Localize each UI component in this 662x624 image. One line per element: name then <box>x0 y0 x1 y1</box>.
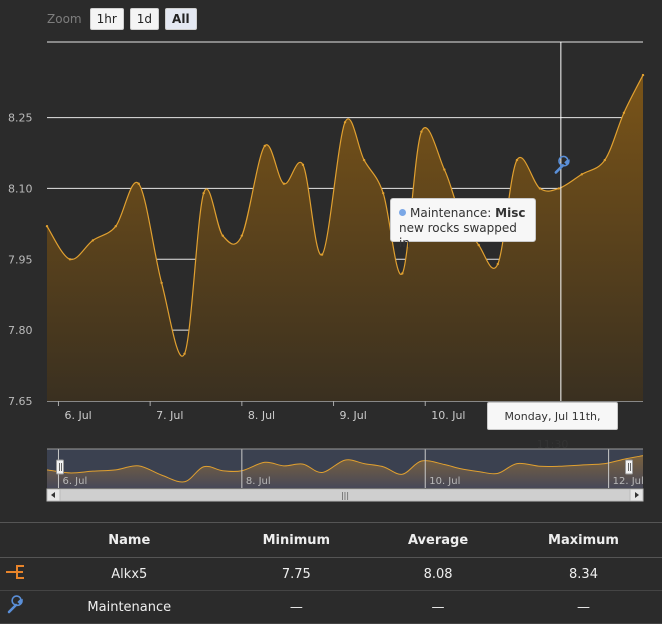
data-point <box>538 187 542 190</box>
data-point <box>183 352 186 355</box>
data-point <box>68 258 72 261</box>
col-name: Name <box>37 522 222 558</box>
zoom-all-button[interactable]: All <box>165 8 197 30</box>
data-point <box>282 182 286 185</box>
data-point <box>641 73 645 77</box>
data-point <box>622 111 626 115</box>
zoom-1hr-button[interactable]: 1hr <box>89 8 124 30</box>
tooltip-series: Maintenance <box>410 206 488 220</box>
data-point <box>496 262 500 266</box>
data-point <box>382 191 385 195</box>
data-point <box>515 158 519 162</box>
data-point <box>320 253 324 256</box>
navigator-tick-label: 6. Jul <box>62 476 87 487</box>
wrench-icon <box>7 595 23 614</box>
x-tick-label: 10. Jul <box>431 409 465 422</box>
data-point <box>91 239 95 242</box>
y-tick-label: 8.25 <box>8 112 33 125</box>
col-max: Maximum <box>505 522 662 558</box>
x-tick-label: 6. Jul <box>64 409 91 422</box>
zoom-label: Zoom <box>47 12 82 26</box>
data-point <box>202 191 205 195</box>
y-tick-label: 7.65 <box>8 395 33 408</box>
x-tick-label: 8. Jul <box>248 409 275 422</box>
data-point <box>557 187 561 190</box>
table-row: Alkx5 7.75 8.08 8.34 <box>0 557 662 591</box>
row-max: — <box>505 590 662 624</box>
series-area-fill <box>47 75 643 401</box>
data-point <box>221 234 224 237</box>
series-marker-icon <box>6 565 24 579</box>
data-point <box>401 272 404 275</box>
row-name: Alkx5 <box>37 557 222 591</box>
data-point <box>263 144 266 148</box>
stats-header-row: Name Minimum Average Maximum <box>0 522 662 558</box>
row-name: Maintenance <box>37 590 222 624</box>
data-point <box>343 121 347 124</box>
tooltip-text: new rocks swapped in <box>399 221 517 250</box>
zoom-controls: Zoom 1hr 1d All <box>47 8 197 30</box>
zoom-1d-button[interactable]: 1d <box>129 8 160 30</box>
navigator-area <box>47 455 643 488</box>
data-point <box>160 281 163 285</box>
y-tick-label: 7.95 <box>8 253 33 266</box>
data-point <box>45 225 49 228</box>
row-min: 7.75 <box>221 557 372 591</box>
flag-wrench-icon <box>554 155 570 174</box>
stats-table: Name Minimum Average Maximum Alkx5 7.75 … <box>0 522 662 624</box>
tooltip-dot <box>399 209 406 216</box>
y-tick-label: 7.80 <box>8 324 33 337</box>
data-point <box>580 173 584 176</box>
row-max: 8.34 <box>505 557 662 591</box>
tooltip-title: Misc <box>495 206 526 220</box>
data-point <box>114 225 117 228</box>
data-point <box>603 158 606 162</box>
data-point <box>362 158 366 162</box>
navigator-tick-label: 8. Jul <box>246 476 271 487</box>
stock-chart[interactable]: 7.65 7.80 7.95 8.10 8.25 6. Jul 7. Jul 8. Jul 9.… <box>0 0 662 510</box>
row-min: — <box>221 590 372 624</box>
x-tick-label: 9. Jul <box>340 409 367 422</box>
data-point <box>240 234 244 237</box>
arrow-left-icon <box>51 492 55 498</box>
row-avg: 8.08 <box>371 557 505 591</box>
y-tick-label: 8.10 <box>8 182 33 195</box>
navigator-tick-label: 10. Jul <box>429 476 460 487</box>
flag-tooltip: Maintenance: Misc new rocks swapped in <box>390 198 536 250</box>
navigator-line <box>46 455 644 483</box>
data-point <box>137 182 140 185</box>
scrollbar-grip: ||| <box>341 491 349 500</box>
col-min: Minimum <box>221 522 372 558</box>
data-point <box>420 130 423 133</box>
data-point <box>477 243 480 247</box>
data-point <box>301 163 305 167</box>
arrow-right-icon <box>635 492 639 498</box>
crosshair-label: Monday, Jul 11th, 11:30 <box>487 402 618 451</box>
navigator-tick-label: 12. Jul <box>613 476 644 487</box>
x-tick-label: 7. Jul <box>156 409 183 422</box>
col-avg: Average <box>371 522 505 558</box>
data-point <box>443 168 446 171</box>
table-row: Maintenance — — — <box>0 590 662 624</box>
row-avg: — <box>371 590 505 624</box>
